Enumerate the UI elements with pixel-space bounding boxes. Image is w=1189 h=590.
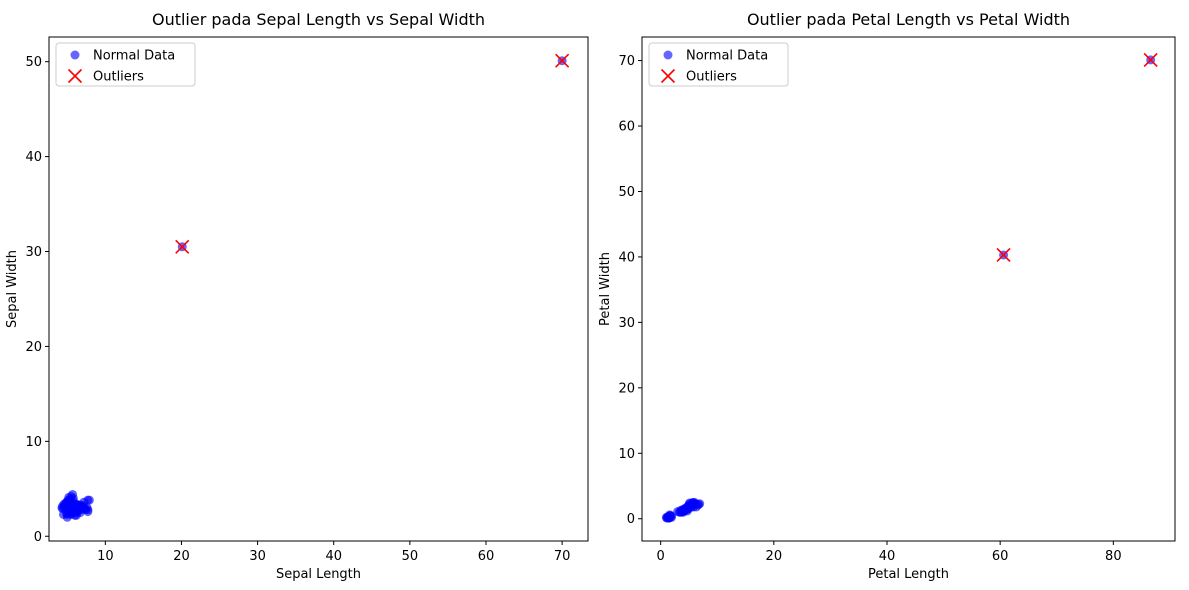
legend-label: Outliers (686, 70, 737, 85)
y-tick-label: 0 (34, 530, 42, 545)
y-tick-label: 0 (627, 512, 635, 527)
chart-panel-2: 0 20 40 60 80 0 10 20 30 40 50 60 70 Outlier pada Pet… (598, 10, 1176, 582)
y-tick-label: 60 (618, 120, 635, 135)
outlier-marker (555, 53, 570, 68)
normal-data-point (84, 495, 94, 505)
legend-marker-normal (663, 50, 673, 60)
chart-panel-1: 10 20 30 40 50 60 70 0 10 20 30 40 50 Outlier pada Se… (5, 10, 589, 582)
outlier-marker (996, 247, 1011, 263)
legend-label: Normal Data (686, 49, 768, 64)
x-tick-label: 60 (992, 549, 1009, 564)
y-tick-label: 30 (25, 245, 42, 260)
data-points (661, 52, 1158, 523)
legend-box (648, 42, 789, 87)
x-tick-label: 70 (554, 549, 571, 564)
x-axis-label: Petal Length (868, 567, 949, 582)
y-axis-label: Sepal Width (5, 250, 20, 328)
legend-marker-outlier (660, 68, 676, 84)
legend-label: Outliers (93, 70, 144, 85)
y-tick-label: 50 (618, 185, 635, 200)
y-tick-label: 30 (618, 316, 635, 331)
x-tick-label: 50 (402, 549, 419, 564)
chart-title: Outlier pada Sepal Length vs Sepal Width (152, 10, 485, 29)
outlier-marker (1143, 52, 1158, 67)
normal-data-point (666, 511, 676, 521)
y-tick-label: 50 (25, 55, 42, 70)
x-tick-label: 20 (173, 549, 190, 564)
x-tick-label: 80 (1105, 549, 1122, 564)
x-tick-label: 40 (325, 549, 342, 564)
y-tick-label: 70 (618, 54, 635, 69)
legend-marker-normal (70, 50, 80, 60)
outlier-marker (175, 239, 190, 254)
y-axis-label: Petal Width (598, 252, 613, 326)
y-tick-label: 20 (25, 340, 42, 355)
y-tick-label: 10 (618, 447, 635, 462)
data-points (57, 53, 570, 522)
x-tick-label: 10 (97, 549, 114, 564)
x-tick-label: 60 (478, 549, 495, 564)
normal-data-point (695, 499, 705, 509)
y-tick-label: 10 (25, 435, 42, 450)
legend-marker-outlier (67, 68, 83, 84)
legend: Normal Data Outliers (55, 42, 196, 87)
x-tick-label: 20 (766, 549, 783, 564)
plot-area-frame (641, 36, 1176, 542)
x-tick-label: 0 (657, 549, 665, 564)
legend: Normal Data Outliers (648, 42, 789, 87)
x-axis-label: Sepal Length (276, 567, 361, 582)
y-tick-label: 40 (618, 250, 635, 265)
legend-box (55, 42, 196, 87)
plot-area-frame (48, 36, 589, 542)
chart-title: Outlier pada Petal Length vs Petal Width (747, 10, 1070, 29)
x-tick-label: 40 (879, 549, 896, 564)
legend-label: Normal Data (93, 49, 175, 64)
x-tick-label: 30 (249, 549, 266, 564)
normal-data-point (83, 505, 93, 515)
y-tick-label: 40 (25, 150, 42, 165)
y-tick-label: 20 (618, 381, 635, 396)
